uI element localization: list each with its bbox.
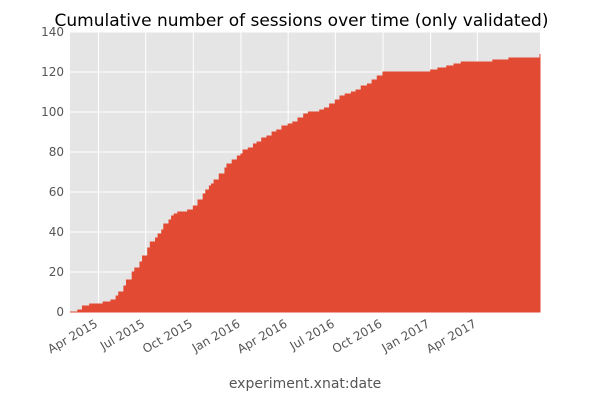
x-tick-label: Jul 2016 — [287, 316, 337, 353]
x-tick-label: Jan 2017 — [379, 316, 433, 355]
x-axis-label: experiment.xnat:date — [229, 376, 381, 392]
x-tick-label: Jan 2016 — [189, 316, 243, 355]
x-tick-label: Jul 2015 — [97, 316, 147, 353]
x-tick-label: Oct 2016 — [330, 316, 385, 356]
y-tick-label: 40 — [49, 225, 64, 239]
x-tick-label: Apr 2017 — [424, 316, 479, 356]
y-tick-label: 120 — [41, 65, 64, 79]
y-tick-label: 100 — [41, 105, 64, 119]
y-tick-label: 20 — [49, 265, 64, 279]
cumulative-sessions-area — [70, 54, 541, 313]
y-axis-ticks: 0 20 40 60 80 100 120 140 — [41, 25, 64, 319]
x-tick-label: Oct 2015 — [140, 316, 195, 356]
x-tick-label: Apr 2016 — [235, 316, 290, 356]
y-tick-label: 80 — [49, 145, 64, 159]
y-tick-label: 60 — [49, 185, 64, 199]
y-tick-label: 140 — [41, 25, 64, 39]
chart-title: Cumulative number of sessions over time … — [55, 11, 549, 31]
x-tick-label: Apr 2015 — [45, 316, 100, 356]
y-tick-label: 0 — [56, 305, 64, 319]
